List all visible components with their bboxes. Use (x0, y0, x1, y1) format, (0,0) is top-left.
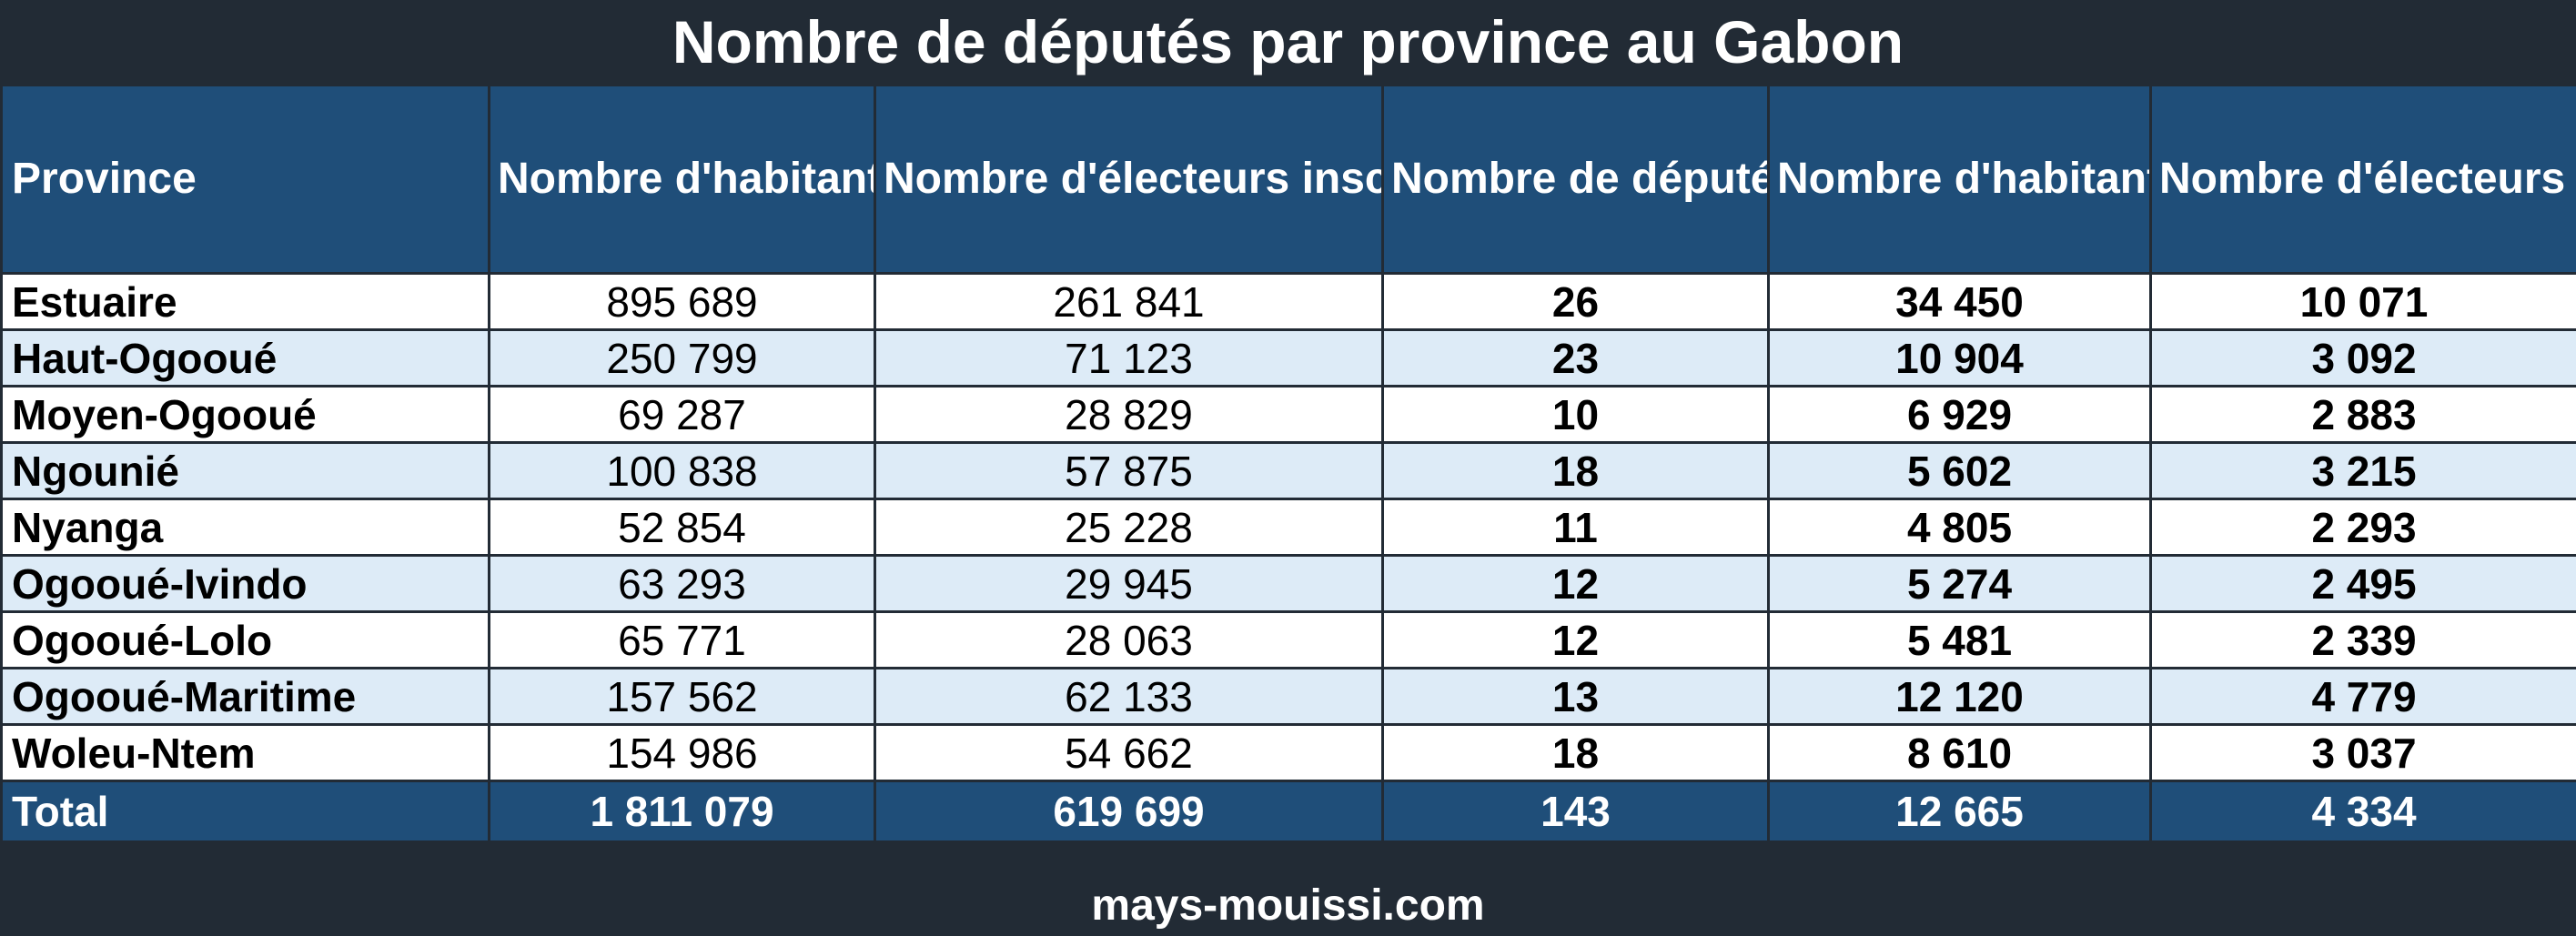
deputies-table: Province Nombre d'habitants Nombre d'éle… (0, 84, 2576, 843)
inhabitants-cell: 63 293 (488, 554, 876, 613)
province-cell: Estuaire (0, 272, 490, 331)
voters-per-deputy-cell: 4 779 (2149, 667, 2576, 726)
header-row: Province Nombre d'habitants Nombre d'éle… (0, 84, 2576, 275)
inhabitants-cell: 65 771 (488, 610, 876, 669)
voters-cell: 71 123 (874, 328, 1384, 387)
inhabitants-per-deputy-cell: 4 805 (1767, 498, 2152, 557)
inhabitants-cell: 895 689 (488, 272, 876, 331)
table-row: Nyanga 52 854 25 228 11 4 805 2 293 (0, 498, 2576, 557)
table-row: Ogooué-Maritime 157 562 62 133 13 12 120 4 77… (0, 667, 2576, 726)
inhabitants-per-deputy-cell: 5 481 (1767, 610, 2152, 669)
inhabitants-cell: 154 986 (488, 723, 876, 782)
deputies-cell: 23 (1381, 328, 1770, 387)
voters-per-deputy-cell: 3 092 (2149, 328, 2576, 387)
voters-cell: 28 063 (874, 610, 1384, 669)
column-header: Nombre d'habitants pour 1 député (1767, 84, 2152, 275)
inhabitants-per-deputy-cell: 34 450 (1767, 272, 2152, 331)
total-cell: 12 665 (1767, 780, 2152, 843)
column-header: Nombre d'habitants (488, 84, 876, 275)
deputies-cell: 12 (1381, 610, 1770, 669)
province-cell: Ogooué-Ivindo (0, 554, 490, 613)
province-cell: Nyanga (0, 498, 490, 557)
deputies-cell: 10 (1381, 385, 1770, 444)
inhabitants-per-deputy-cell: 5 274 (1767, 554, 2152, 613)
inhabitants-cell: 69 287 (488, 385, 876, 444)
table-row: Ogooué-Ivindo 63 293 29 945 12 5 274 2 495 (0, 554, 2576, 613)
inhabitants-cell: 100 838 (488, 441, 876, 500)
province-cell: Ogooué-Maritime (0, 667, 490, 726)
voters-cell: 261 841 (874, 272, 1384, 331)
province-cell: Moyen-Ogooué (0, 385, 490, 444)
table-row: Haut-Ogooué 250 799 71 123 23 10 904 3 092 (0, 328, 2576, 387)
province-cell: Woleu-Ntem (0, 723, 490, 782)
page-title: Nombre de députés par province au Gabon (0, 0, 2576, 84)
total-row: Total 1 811 079 619 699 143 12 665 4 334 (0, 780, 2576, 843)
voters-per-deputy-cell: 10 071 (2149, 272, 2576, 331)
voters-cell: 57 875 (874, 441, 1384, 500)
column-header: Nombre d'électeurs inscrits (874, 84, 1384, 275)
total-cell: Total (0, 780, 490, 843)
inhabitants-cell: 250 799 (488, 328, 876, 387)
table-row: Moyen-Ogooué 69 287 28 829 10 6 929 2 883 (0, 385, 2576, 444)
total-cell: 619 699 (874, 780, 1384, 843)
table-row: Estuaire 895 689 261 841 26 34 450 10 071 (0, 272, 2576, 331)
province-cell: Ngounié (0, 441, 490, 500)
total-cell: 4 334 (2149, 780, 2576, 843)
voters-per-deputy-cell: 2 883 (2149, 385, 2576, 444)
voters-cell: 25 228 (874, 498, 1384, 557)
inhabitants-per-deputy-cell: 8 610 (1767, 723, 2152, 782)
total-cell: 143 (1381, 780, 1770, 843)
voters-per-deputy-cell: 3 215 (2149, 441, 2576, 500)
inhabitants-cell: 157 562 (488, 667, 876, 726)
inhabitants-per-deputy-cell: 6 929 (1767, 385, 2152, 444)
column-header: Province (0, 84, 490, 275)
voters-per-deputy-cell: 2 293 (2149, 498, 2576, 557)
deputies-cell: 26 (1381, 272, 1770, 331)
voters-cell: 62 133 (874, 667, 1384, 726)
deputies-cell: 13 (1381, 667, 1770, 726)
inhabitants-cell: 52 854 (488, 498, 876, 557)
table-body: Estuaire 895 689 261 841 26 34 450 10 071 Haut… (0, 272, 2576, 782)
inhabitants-per-deputy-cell: 10 904 (1767, 328, 2152, 387)
inhabitants-per-deputy-cell: 12 120 (1767, 667, 2152, 726)
voters-cell: 54 662 (874, 723, 1384, 782)
deputies-cell: 11 (1381, 498, 1770, 557)
province-cell: Ogooué-Lolo (0, 610, 490, 669)
table-row: Ngounié 100 838 57 875 18 5 602 3 215 (0, 441, 2576, 500)
inhabitants-per-deputy-cell: 5 602 (1767, 441, 2152, 500)
column-header: Nombre de députés (1381, 84, 1770, 275)
table-row: Woleu-Ntem 154 986 54 662 18 8 610 3 037 (0, 723, 2576, 782)
source-footer: mays-mouissi.com (1091, 881, 1485, 930)
deputies-cell: 18 (1381, 441, 1770, 500)
total-cell: 1 811 079 (488, 780, 876, 843)
voters-per-deputy-cell: 2 339 (2149, 610, 2576, 669)
province-cell: Haut-Ogooué (0, 328, 490, 387)
voters-per-deputy-cell: 3 037 (2149, 723, 2576, 782)
table-row: Ogooué-Lolo 65 771 28 063 12 5 481 2 339 (0, 610, 2576, 669)
voters-cell: 29 945 (874, 554, 1384, 613)
voters-cell: 28 829 (874, 385, 1384, 444)
deputies-cell: 18 (1381, 723, 1770, 782)
deputies-cell: 12 (1381, 554, 1770, 613)
column-header: Nombre d'électeurs pour 1 député (2149, 84, 2576, 275)
voters-per-deputy-cell: 2 495 (2149, 554, 2576, 613)
